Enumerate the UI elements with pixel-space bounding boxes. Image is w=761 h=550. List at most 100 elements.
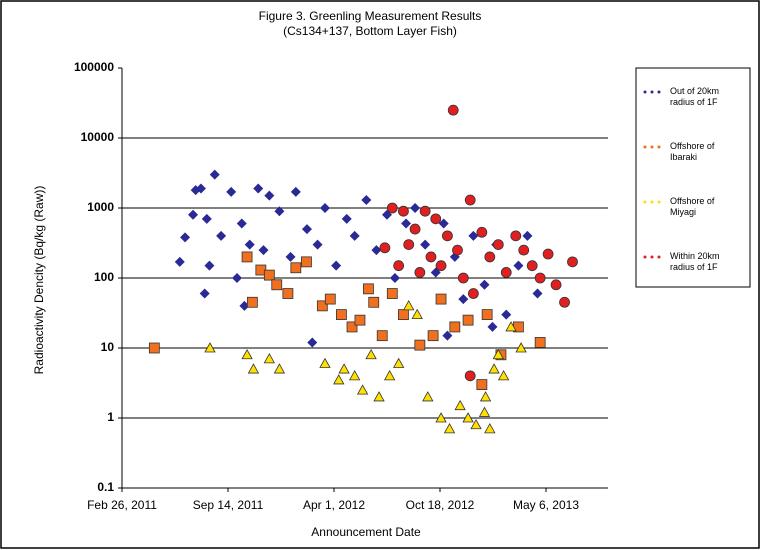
point bbox=[534, 272, 546, 284]
point bbox=[479, 279, 490, 290]
point bbox=[368, 296, 380, 308]
point bbox=[282, 288, 294, 299]
point bbox=[478, 406, 491, 417]
point bbox=[414, 267, 426, 278]
point bbox=[324, 293, 336, 305]
point bbox=[410, 203, 421, 213]
point bbox=[464, 370, 476, 382]
point bbox=[464, 194, 476, 206]
chart-subtitle: (Cs134+137, Bottom Layer Fish) bbox=[283, 24, 457, 38]
point bbox=[484, 251, 496, 263]
point bbox=[559, 296, 570, 308]
point bbox=[188, 209, 199, 220]
point bbox=[462, 314, 474, 326]
point bbox=[449, 321, 461, 333]
point bbox=[476, 379, 488, 391]
point bbox=[420, 239, 431, 250]
point bbox=[258, 245, 269, 256]
point bbox=[195, 183, 206, 194]
point bbox=[354, 314, 366, 326]
point bbox=[204, 342, 216, 353]
point bbox=[567, 256, 578, 268]
point bbox=[401, 218, 412, 229]
y-tick-label: 10 bbox=[101, 340, 115, 354]
point bbox=[447, 104, 459, 116]
point bbox=[393, 260, 405, 272]
legend-marker bbox=[657, 200, 661, 204]
point bbox=[383, 370, 396, 381]
x-tick-label: May 6, 2013 bbox=[513, 498, 579, 512]
point bbox=[422, 391, 434, 402]
point bbox=[312, 239, 323, 250]
point bbox=[435, 412, 447, 423]
point bbox=[442, 230, 453, 242]
legend-box bbox=[635, 67, 751, 288]
legend-marker bbox=[657, 255, 661, 259]
point bbox=[467, 288, 479, 299]
point bbox=[389, 273, 400, 283]
point bbox=[290, 262, 302, 274]
point bbox=[253, 183, 264, 194]
point bbox=[274, 206, 285, 217]
point bbox=[319, 203, 330, 213]
point bbox=[452, 244, 463, 256]
point bbox=[199, 288, 210, 299]
point bbox=[365, 348, 377, 360]
point bbox=[247, 363, 260, 374]
point bbox=[522, 230, 533, 241]
point bbox=[443, 423, 456, 434]
point bbox=[484, 423, 496, 434]
y-tick-label: 1 bbox=[107, 410, 114, 424]
point bbox=[244, 239, 255, 250]
legend-label: Out of 20km radius of 1F bbox=[670, 86, 719, 107]
point bbox=[515, 342, 527, 353]
point bbox=[501, 309, 512, 320]
point bbox=[348, 370, 361, 381]
point bbox=[363, 283, 374, 295]
chart-title: Figure 3. Greenling Measurement Results bbox=[259, 9, 482, 23]
point bbox=[497, 370, 510, 381]
y-tick-label: 100000 bbox=[74, 60, 114, 74]
point bbox=[373, 391, 385, 402]
point bbox=[319, 357, 331, 368]
point bbox=[331, 260, 342, 271]
point bbox=[488, 363, 500, 374]
point bbox=[232, 273, 243, 283]
legend-marker bbox=[650, 145, 654, 149]
point bbox=[438, 218, 449, 229]
point bbox=[201, 213, 212, 224]
point bbox=[216, 230, 227, 241]
point bbox=[419, 205, 431, 217]
point bbox=[264, 190, 275, 201]
point bbox=[505, 321, 517, 332]
point bbox=[241, 348, 253, 360]
point bbox=[246, 296, 258, 308]
legend-marker bbox=[657, 90, 661, 94]
point bbox=[301, 256, 312, 268]
point bbox=[542, 248, 554, 260]
point bbox=[403, 300, 415, 311]
legend-marker bbox=[650, 255, 654, 259]
point bbox=[435, 260, 447, 272]
point bbox=[409, 223, 421, 235]
point bbox=[346, 321, 358, 333]
point bbox=[371, 245, 382, 256]
point bbox=[204, 260, 215, 271]
point bbox=[513, 260, 524, 271]
point bbox=[481, 309, 493, 321]
y-tick-label: 10000 bbox=[81, 130, 115, 144]
point bbox=[341, 213, 352, 224]
x-tick-label: Apr 1, 2012 bbox=[303, 498, 365, 512]
point bbox=[442, 330, 453, 341]
legend-marker bbox=[657, 145, 661, 149]
point bbox=[492, 239, 504, 251]
point bbox=[307, 337, 318, 348]
point bbox=[333, 374, 345, 385]
legend-label: Within 20km radius of 1F bbox=[670, 251, 720, 272]
point bbox=[454, 399, 466, 411]
point bbox=[336, 309, 347, 321]
point bbox=[263, 269, 275, 281]
legend-marker bbox=[643, 200, 647, 204]
legend-marker bbox=[643, 145, 647, 149]
